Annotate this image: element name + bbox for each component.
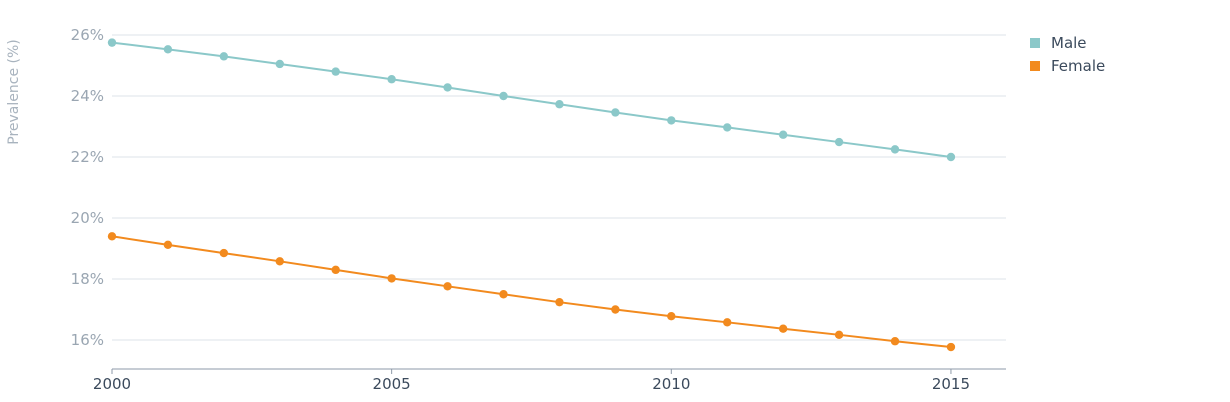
- data-point-female: [331, 265, 340, 275]
- series-male: [107, 38, 956, 162]
- data-point-male: [499, 91, 508, 101]
- legend-swatch-female: [1030, 61, 1040, 71]
- y-tick-label: 20%: [71, 209, 104, 227]
- y-tick-label: 26%: [71, 26, 104, 44]
- data-point-female: [163, 240, 173, 250]
- x-tick-label: 2005: [373, 375, 411, 393]
- data-point-male: [555, 100, 564, 109]
- series-line-male: [111, 41, 952, 158]
- gridlines: [112, 34, 1006, 341]
- data-point-male: [275, 59, 284, 69]
- data-point-male: [387, 75, 396, 84]
- data-point-male: [890, 145, 900, 154]
- data-point-male: [611, 108, 620, 117]
- data-point-female: [555, 297, 564, 307]
- data-point-male: [331, 67, 340, 76]
- series-line-female: [111, 235, 952, 349]
- data-point-female: [611, 305, 620, 314]
- legend-label-female: Female: [1051, 57, 1105, 75]
- legend-swatch-male: [1030, 38, 1040, 48]
- data-point-female: [890, 337, 900, 346]
- data-point-male: [443, 83, 452, 92]
- x-tick-label: 2015: [932, 375, 970, 393]
- y-axis-label: Prevalence (%): [6, 39, 22, 145]
- data-point-male: [667, 116, 676, 125]
- data-point-female: [667, 312, 676, 321]
- axes: 16% 18% 20% 22% 24% 26% 2000 2005 2010 2015: [71, 26, 1006, 393]
- data-point-male: [219, 52, 229, 61]
- data-point-male: [778, 130, 788, 139]
- data-point-male: [946, 152, 956, 162]
- series-female: [107, 232, 956, 352]
- data-point-female: [499, 290, 508, 299]
- legend: Male Female: [1030, 34, 1105, 75]
- data-point-male: [723, 123, 732, 132]
- series: [107, 38, 956, 352]
- y-tick-label: 24%: [71, 87, 104, 105]
- y-tick-label: 18%: [71, 270, 104, 288]
- y-tick-label: 22%: [71, 148, 104, 166]
- data-point-female: [219, 248, 229, 258]
- x-tick-label: 2010: [652, 375, 690, 393]
- data-point-male: [163, 45, 173, 54]
- data-point-male: [834, 137, 844, 147]
- data-point-female: [275, 257, 284, 266]
- data-point-male: [107, 38, 117, 47]
- x-tick-label: 2000: [93, 375, 131, 393]
- data-point-female: [946, 342, 956, 352]
- y-tick-label: 16%: [71, 331, 104, 349]
- legend-label-male: Male: [1051, 34, 1087, 52]
- data-point-female: [834, 330, 844, 340]
- data-point-female: [778, 324, 788, 333]
- data-point-female: [723, 318, 732, 327]
- data-point-female: [443, 282, 452, 291]
- data-point-female: [387, 274, 396, 283]
- data-point-female: [107, 232, 117, 241]
